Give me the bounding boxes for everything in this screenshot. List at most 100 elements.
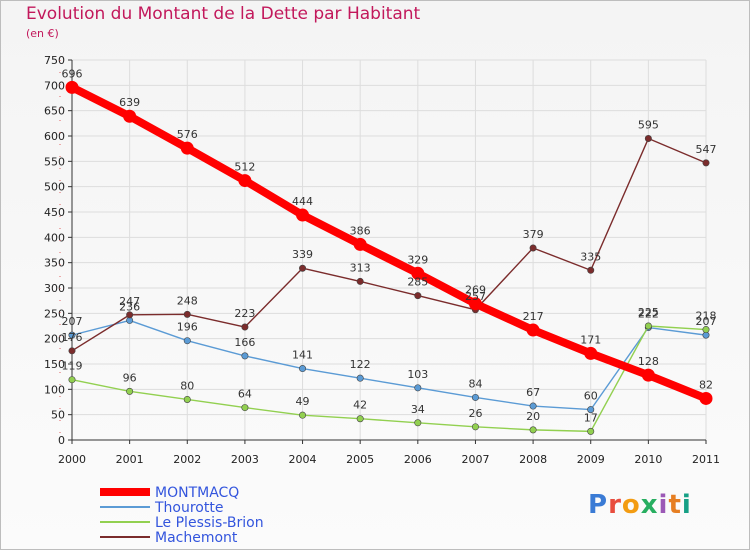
data-point bbox=[529, 244, 537, 252]
y-tick-label: 750 bbox=[44, 54, 65, 67]
data-point bbox=[587, 406, 595, 414]
x-tick-label: 2009 bbox=[577, 453, 605, 466]
series-line-machemont bbox=[71, 137, 707, 352]
data-point bbox=[183, 337, 191, 345]
data-point bbox=[414, 419, 422, 427]
data-label: 119 bbox=[62, 360, 83, 373]
data-point bbox=[296, 208, 310, 222]
x-tick-label: 2006 bbox=[404, 453, 432, 466]
data-point bbox=[356, 415, 364, 423]
y-tick-label: 250 bbox=[44, 307, 65, 320]
x-tick-label: 2002 bbox=[173, 453, 201, 466]
y-tick-label: 550 bbox=[44, 155, 65, 168]
data-point bbox=[65, 80, 79, 94]
logo-letter: i bbox=[658, 490, 669, 520]
data-point bbox=[238, 174, 252, 188]
data-point bbox=[414, 292, 422, 300]
legend-label: Machemont bbox=[155, 530, 238, 546]
series-line-montmacq bbox=[68, 83, 710, 403]
data-label: 379 bbox=[523, 228, 544, 241]
data-label: 313 bbox=[350, 261, 371, 274]
data-label: 128 bbox=[638, 355, 659, 368]
y-tick-label: 0 bbox=[58, 434, 65, 447]
data-label: 64 bbox=[238, 388, 252, 401]
y-tick-label: 350 bbox=[44, 257, 65, 270]
data-point bbox=[241, 352, 249, 360]
data-point bbox=[587, 427, 595, 435]
data-point bbox=[299, 411, 307, 419]
data-point bbox=[529, 426, 537, 434]
proxiti-logo: Proxiti bbox=[588, 490, 692, 520]
data-label: 84 bbox=[468, 377, 482, 390]
data-point bbox=[68, 331, 76, 339]
y-tick-label: 150 bbox=[44, 358, 65, 371]
x-tick-label: 2011 bbox=[692, 453, 720, 466]
data-point bbox=[183, 310, 191, 318]
data-label: 20 bbox=[526, 410, 540, 423]
y-tick-label: 450 bbox=[44, 206, 65, 219]
y-tick-label: 200 bbox=[44, 333, 65, 346]
data-point bbox=[180, 141, 194, 155]
y-tick-label: 300 bbox=[44, 282, 65, 295]
data-label: 218 bbox=[696, 310, 717, 323]
data-point bbox=[471, 393, 479, 401]
data-label: 339 bbox=[292, 248, 313, 261]
data-point bbox=[68, 347, 76, 355]
data-label: 222 bbox=[638, 308, 659, 321]
data-label: 257 bbox=[465, 290, 486, 303]
data-point bbox=[126, 387, 134, 395]
data-label: 595 bbox=[638, 119, 659, 132]
y-tick-label: 650 bbox=[44, 105, 65, 118]
data-label: 386 bbox=[350, 224, 371, 237]
data-label: 269 bbox=[465, 284, 486, 297]
data-label: 122 bbox=[350, 358, 371, 371]
data-label: 82 bbox=[699, 378, 713, 391]
y-tick-label: 100 bbox=[44, 383, 65, 396]
data-label: 335 bbox=[580, 250, 601, 263]
data-point bbox=[641, 368, 655, 382]
x-tick-label: 2008 bbox=[519, 453, 547, 466]
data-point bbox=[356, 374, 364, 382]
data-label: 576 bbox=[177, 128, 198, 141]
data-label: 329 bbox=[407, 253, 428, 266]
y-tick-label: 600 bbox=[44, 130, 65, 143]
data-point bbox=[702, 326, 710, 334]
legend-label: Le Plessis-Brion bbox=[155, 515, 264, 531]
data-label: 42 bbox=[353, 399, 367, 412]
data-point bbox=[699, 391, 713, 405]
data-label: 285 bbox=[407, 276, 428, 289]
data-point bbox=[468, 297, 482, 311]
data-point bbox=[471, 423, 479, 431]
data-point bbox=[241, 323, 249, 331]
data-label: 80 bbox=[180, 379, 194, 392]
data-label: 196 bbox=[177, 321, 198, 334]
logo-letter: r bbox=[608, 490, 622, 520]
data-point bbox=[587, 266, 595, 274]
logo-letter: i bbox=[681, 490, 692, 520]
series-line-le-plessis-brion bbox=[71, 325, 707, 433]
data-label: 512 bbox=[234, 161, 255, 174]
data-label: 26 bbox=[468, 407, 482, 420]
data-point bbox=[299, 365, 307, 373]
y-tick-label: 50 bbox=[51, 409, 65, 422]
data-label: 207 bbox=[696, 315, 717, 328]
data-label: 248 bbox=[177, 294, 198, 307]
data-label: 166 bbox=[234, 336, 255, 349]
chart-subtitle: (en €) bbox=[26, 27, 59, 40]
x-tick-label: 2005 bbox=[346, 453, 374, 466]
logo-letter: x bbox=[640, 490, 659, 520]
data-label: 247 bbox=[119, 295, 140, 308]
data-label: 547 bbox=[696, 143, 717, 156]
data-point bbox=[183, 395, 191, 403]
y-tick-label: 700 bbox=[44, 79, 65, 92]
data-label: 67 bbox=[526, 386, 540, 399]
data-label: 225 bbox=[638, 306, 659, 319]
data-point bbox=[241, 404, 249, 412]
data-point bbox=[644, 135, 652, 143]
data-label: 49 bbox=[296, 395, 310, 408]
x-tick-label: 2004 bbox=[289, 453, 317, 466]
data-point bbox=[126, 311, 134, 319]
data-label: 96 bbox=[123, 371, 137, 384]
